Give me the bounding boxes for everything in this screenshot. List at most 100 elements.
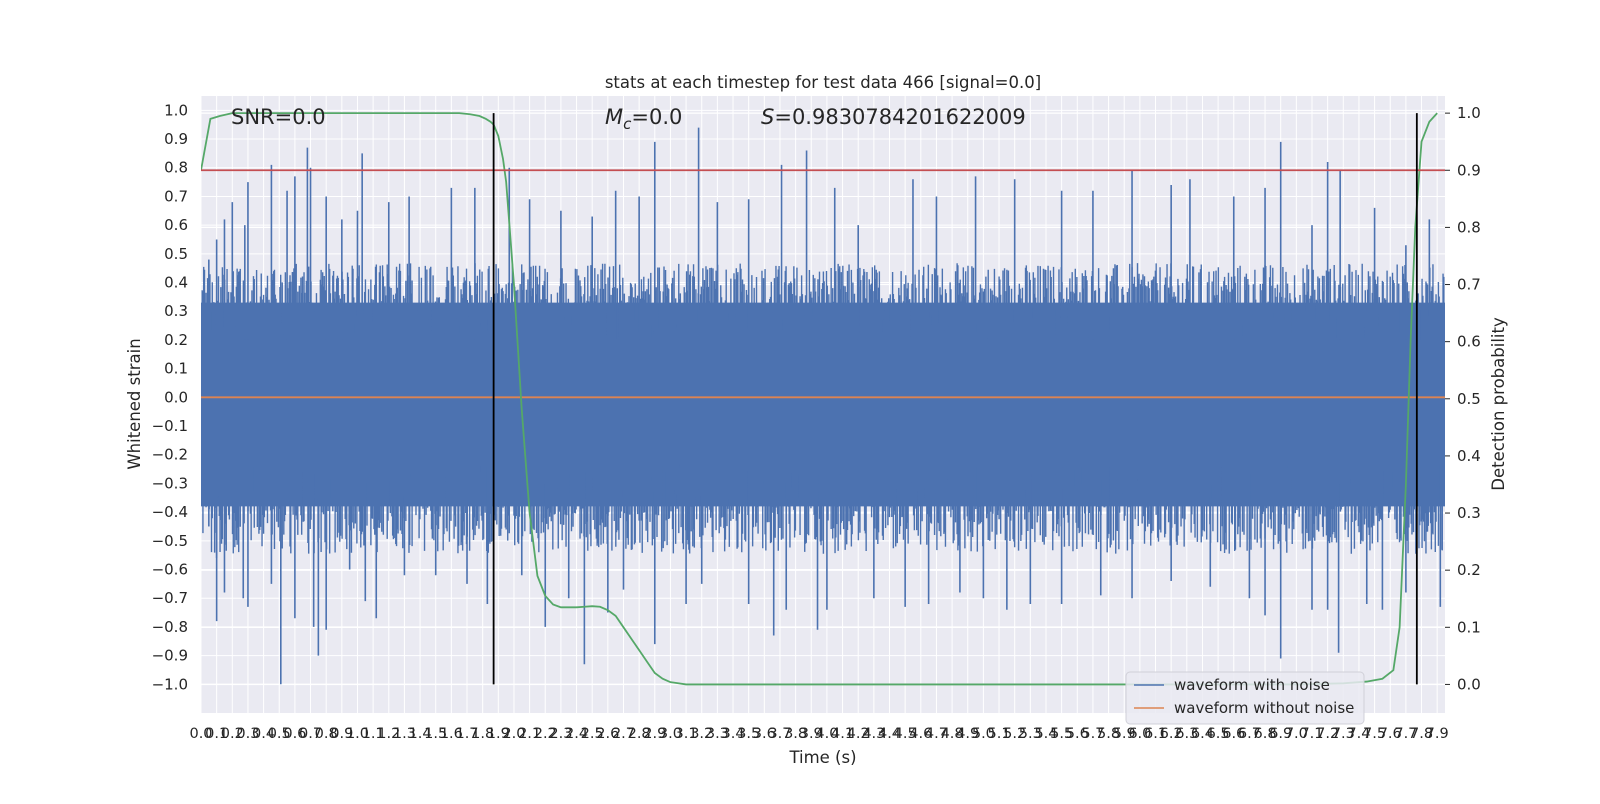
x-tick-label: 2.7 — [612, 726, 635, 742]
y-tick-label: −0.3 — [152, 474, 188, 492]
x-tick-label: 0.9 — [330, 726, 353, 742]
y-tick-label: 0.6 — [164, 216, 188, 234]
x-tick-label: 1.7 — [455, 726, 478, 742]
x-tick-label: 0.4 — [252, 726, 275, 742]
y2-tick-label: 0.4 — [1457, 447, 1481, 465]
x-tick-label: 6.7 — [1238, 726, 1261, 742]
vertical-markers — [492, 113, 1418, 685]
y2-tick-label: 0.6 — [1457, 333, 1481, 351]
x-tick-label: 0.6 — [283, 726, 306, 742]
x-tick-label: 0.1 — [205, 726, 228, 742]
x-tick-label: 7.2 — [1316, 726, 1339, 742]
x-tick-label: 3.8 — [784, 726, 807, 742]
x-tick-label: 5.2 — [1003, 726, 1026, 742]
x-tick-label: 2.6 — [596, 726, 619, 742]
x-tick-label: 6.1 — [1144, 726, 1167, 742]
x-tick-label: 5.1 — [988, 726, 1011, 742]
x-tick-label: 1.2 — [377, 726, 400, 742]
x-tick-label: 4.5 — [894, 726, 917, 742]
y2-tick-label: 0.9 — [1457, 161, 1481, 179]
x-tick-label: 4.8 — [941, 726, 964, 742]
x-tick-label: 3.0 — [659, 726, 682, 742]
x-tick-label: 2.0 — [502, 726, 525, 742]
x-tick-label: 6.3 — [1175, 726, 1198, 742]
x-tick-label: 4.0 — [815, 726, 838, 742]
y-tick-label: 0.7 — [164, 187, 188, 205]
x-tick-label: 7.7 — [1394, 726, 1417, 742]
x-tick-labels: 0.00.10.20.30.40.50.60.70.80.91.01.11.21… — [189, 726, 1448, 742]
y-axis-label: Whitened strain — [125, 338, 144, 469]
chart-title: stats at each timestep for test data 466… — [605, 73, 1041, 92]
legend-label-noise: waveform with noise — [1174, 676, 1330, 694]
x-tick-label: 4.1 — [831, 726, 854, 742]
x-tick-label: 1.3 — [393, 726, 416, 742]
x-tick-label: 3.5 — [737, 726, 760, 742]
x-tick-label: 3.4 — [721, 726, 744, 742]
x-tick-label: 2.8 — [628, 726, 651, 742]
x-tick-label: 6.9 — [1269, 726, 1292, 742]
y-tick-label: 0.4 — [164, 274, 188, 292]
y-tick-label: −0.7 — [152, 589, 188, 607]
legend: waveform with noise waveform without noi… — [1125, 671, 1365, 725]
x-tick-label: 7.8 — [1410, 726, 1433, 742]
x-tick-label: 6.8 — [1254, 726, 1277, 742]
y2-tick-label: 1.0 — [1457, 104, 1481, 122]
x-tick-label: 0.7 — [299, 726, 322, 742]
snr-annotation: SNR=0.0 — [231, 105, 326, 129]
x-tick-label: 0.0 — [189, 726, 212, 742]
x-tick-label: 2.3 — [549, 726, 572, 742]
y-tick-label: 0.2 — [164, 331, 188, 349]
y-tick-label: −0.5 — [152, 532, 188, 550]
x-tick-label: 7.1 — [1300, 726, 1323, 742]
x-tick-label: 1.8 — [471, 726, 494, 742]
y2-tick-label: 0.2 — [1457, 561, 1481, 579]
x-tick-label: 5.9 — [1113, 726, 1136, 742]
x-tick-label: 6.0 — [1128, 726, 1151, 742]
y2-axis-label: Detection probability — [1489, 317, 1508, 491]
x-tick-label: 5.8 — [1097, 726, 1120, 742]
x-tick-label: 0.8 — [315, 726, 338, 742]
x-tick-label: 5.3 — [1019, 726, 1042, 742]
y2-tick-label: 0.5 — [1457, 390, 1481, 408]
x-tick-label: 2.5 — [581, 726, 604, 742]
y-tick-label: −0.9 — [152, 647, 188, 665]
y-tick-labels: 1.0 0.9 0.8 0.7 0.6 0.5 0.4 0.3 0.2 0.1 0.0 −0.1 −0.… — [152, 101, 188, 693]
x-tick-label: 4.3 — [862, 726, 885, 742]
x-tick-label: 1.9 — [487, 726, 510, 742]
y-tick-label: −0.4 — [152, 503, 188, 521]
y-tick-label: −0.1 — [152, 417, 188, 435]
y-tick-label: −0.6 — [152, 561, 188, 579]
x-tick-label: 1.0 — [346, 726, 369, 742]
x-tick-label: 7.3 — [1332, 726, 1355, 742]
series-waveform-with-noise — [201, 127, 1445, 685]
x-tick-label: 1.4 — [409, 726, 432, 742]
x-tick-label: 1.1 — [362, 726, 385, 742]
y-tick-label: −0.2 — [152, 446, 188, 464]
x-tick-label: 0.2 — [221, 726, 244, 742]
y-tick-label: 0.0 — [164, 388, 188, 406]
x-tick-label: 2.2 — [534, 726, 557, 742]
x-tick-label: 2.4 — [565, 726, 588, 742]
y2-tick-label: 0.3 — [1457, 504, 1481, 522]
y-tick-label: 0.9 — [164, 130, 188, 148]
x-tick-label: 3.9 — [800, 726, 823, 742]
x-tick-label: 4.7 — [925, 726, 948, 742]
x-tick-label: 7.4 — [1347, 726, 1370, 742]
x-tick-label: 5.7 — [1081, 726, 1104, 742]
y2-tick-label: 0.7 — [1457, 276, 1481, 294]
x-tick-label: 1.6 — [440, 726, 463, 742]
x-tick-label: 4.9 — [956, 726, 979, 742]
x-tick-label: 3.6 — [753, 726, 776, 742]
x-tick-label: 4.6 — [909, 726, 932, 742]
noise-body — [201, 263, 1445, 554]
x-tick-label: 3.3 — [706, 726, 729, 742]
x-tick-label: 3.7 — [768, 726, 791, 742]
x-axis-label: Time (s) — [788, 748, 856, 767]
x-tick-label: 3.1 — [675, 726, 698, 742]
x-tick-label: 6.6 — [1222, 726, 1245, 742]
score-annotation: S=0.9830784201622009 — [761, 105, 1026, 129]
x-tick-label: 3.2 — [690, 726, 713, 742]
x-tick-label: 5.4 — [1034, 726, 1057, 742]
